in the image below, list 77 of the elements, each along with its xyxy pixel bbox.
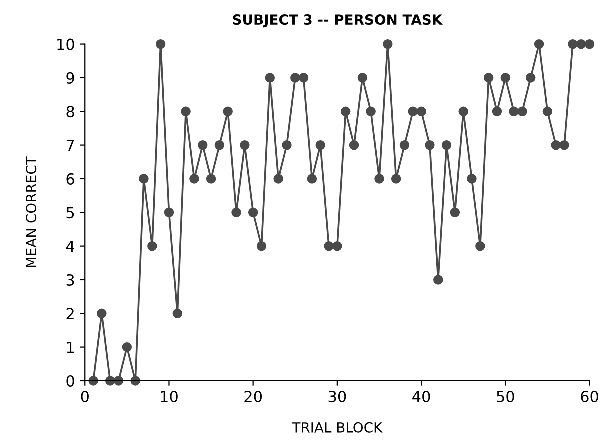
point <box>223 106 233 116</box>
x-tick-label: 10 <box>161 390 178 403</box>
point <box>560 140 570 150</box>
point <box>324 241 334 252</box>
point <box>274 174 284 184</box>
point <box>450 208 460 218</box>
point <box>568 39 578 50</box>
point <box>551 140 561 150</box>
point <box>526 73 536 83</box>
point <box>232 208 242 218</box>
point <box>307 174 318 184</box>
point <box>374 174 384 184</box>
point <box>97 308 107 319</box>
point <box>408 106 418 116</box>
point <box>164 208 174 218</box>
point <box>240 140 250 150</box>
point <box>391 174 402 184</box>
y-tick-label: 4 <box>66 240 75 252</box>
y-tick-label: 5 <box>66 207 74 219</box>
y-tick-label: 9 <box>66 72 74 84</box>
point <box>181 106 191 116</box>
point <box>256 241 267 252</box>
point <box>332 241 342 252</box>
y-tick-label: 8 <box>66 106 74 118</box>
point <box>290 73 300 83</box>
point <box>316 140 326 150</box>
x-tick-label: 50 <box>497 390 514 403</box>
point <box>509 106 519 116</box>
point <box>214 140 225 150</box>
point <box>400 140 410 150</box>
y-tick-label: 6 <box>66 173 74 185</box>
point <box>458 106 468 116</box>
point <box>198 140 208 150</box>
y-tick-label: 2 <box>66 308 74 320</box>
y-tick-label: 10 <box>58 38 74 50</box>
point <box>366 106 376 116</box>
point <box>156 39 166 50</box>
point <box>492 106 502 116</box>
x-tick-label: 20 <box>244 390 262 403</box>
point <box>467 174 477 184</box>
point <box>518 106 528 116</box>
x-tick-label: 60 <box>581 390 598 403</box>
point <box>476 241 486 252</box>
point <box>172 308 182 319</box>
point <box>442 140 452 150</box>
chart-title: SUBJECT 3 -- PERSON TASK <box>233 14 444 28</box>
point <box>383 39 393 50</box>
y-axis-title: MEAN CORRECT <box>26 156 37 268</box>
point <box>534 39 544 50</box>
point <box>122 342 132 352</box>
y-tick-label: 1 <box>67 342 74 354</box>
y-tick-label: 0 <box>66 375 74 387</box>
point <box>206 174 216 184</box>
point <box>190 174 200 184</box>
point <box>425 140 435 150</box>
point <box>298 73 309 83</box>
y-tick-label: 7 <box>66 140 74 152</box>
x-tick-label: 40 <box>412 390 430 403</box>
point <box>139 174 149 184</box>
point <box>358 73 368 83</box>
y-tick-label: 3 <box>66 274 74 286</box>
x-tick-label: 0 <box>81 390 89 403</box>
point <box>349 140 360 150</box>
point <box>484 73 494 83</box>
x-tick-label: 30 <box>328 390 346 403</box>
point <box>265 73 276 83</box>
point <box>416 106 426 116</box>
point <box>248 208 258 218</box>
point <box>542 106 553 116</box>
point <box>584 39 595 50</box>
point <box>148 241 158 252</box>
x-axis-title: TRIAL BLOCK <box>292 422 383 433</box>
point <box>434 275 444 285</box>
point <box>340 106 351 116</box>
point <box>576 39 586 50</box>
point <box>500 73 511 83</box>
point <box>282 140 292 150</box>
